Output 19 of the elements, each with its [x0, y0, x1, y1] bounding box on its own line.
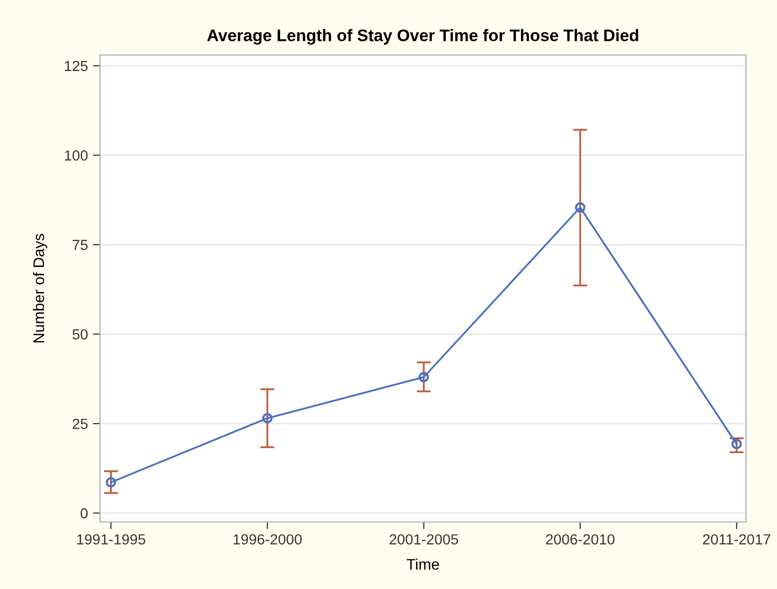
y-tick-label: 125	[64, 60, 88, 72]
y-tick-label: 50	[72, 329, 88, 340]
x-tick-label: 1991-1995	[77, 534, 146, 545]
point	[574, 202, 586, 213]
y-axis-title: Number of Days	[32, 234, 48, 342]
x-tick-label: 2011-2017	[703, 534, 770, 545]
y-tick-label: 75	[72, 240, 88, 250]
y-tick-label: 100	[64, 150, 88, 161]
x-axis-title: Time	[406, 558, 440, 570]
x-tick-label: 2006-2010	[546, 534, 614, 545]
point	[106, 477, 116, 488]
point	[418, 372, 429, 382]
chart-title: Average Length of Stay Over Time for Those That Died	[207, 29, 638, 45]
x-tick-label: 1996-2000	[234, 534, 302, 545]
y-tick-label: 25	[72, 418, 88, 430]
y-tick-label: 0	[80, 508, 88, 518]
point	[731, 438, 742, 450]
point	[262, 413, 273, 424]
x-tick-label: 2001-2005	[390, 534, 458, 545]
